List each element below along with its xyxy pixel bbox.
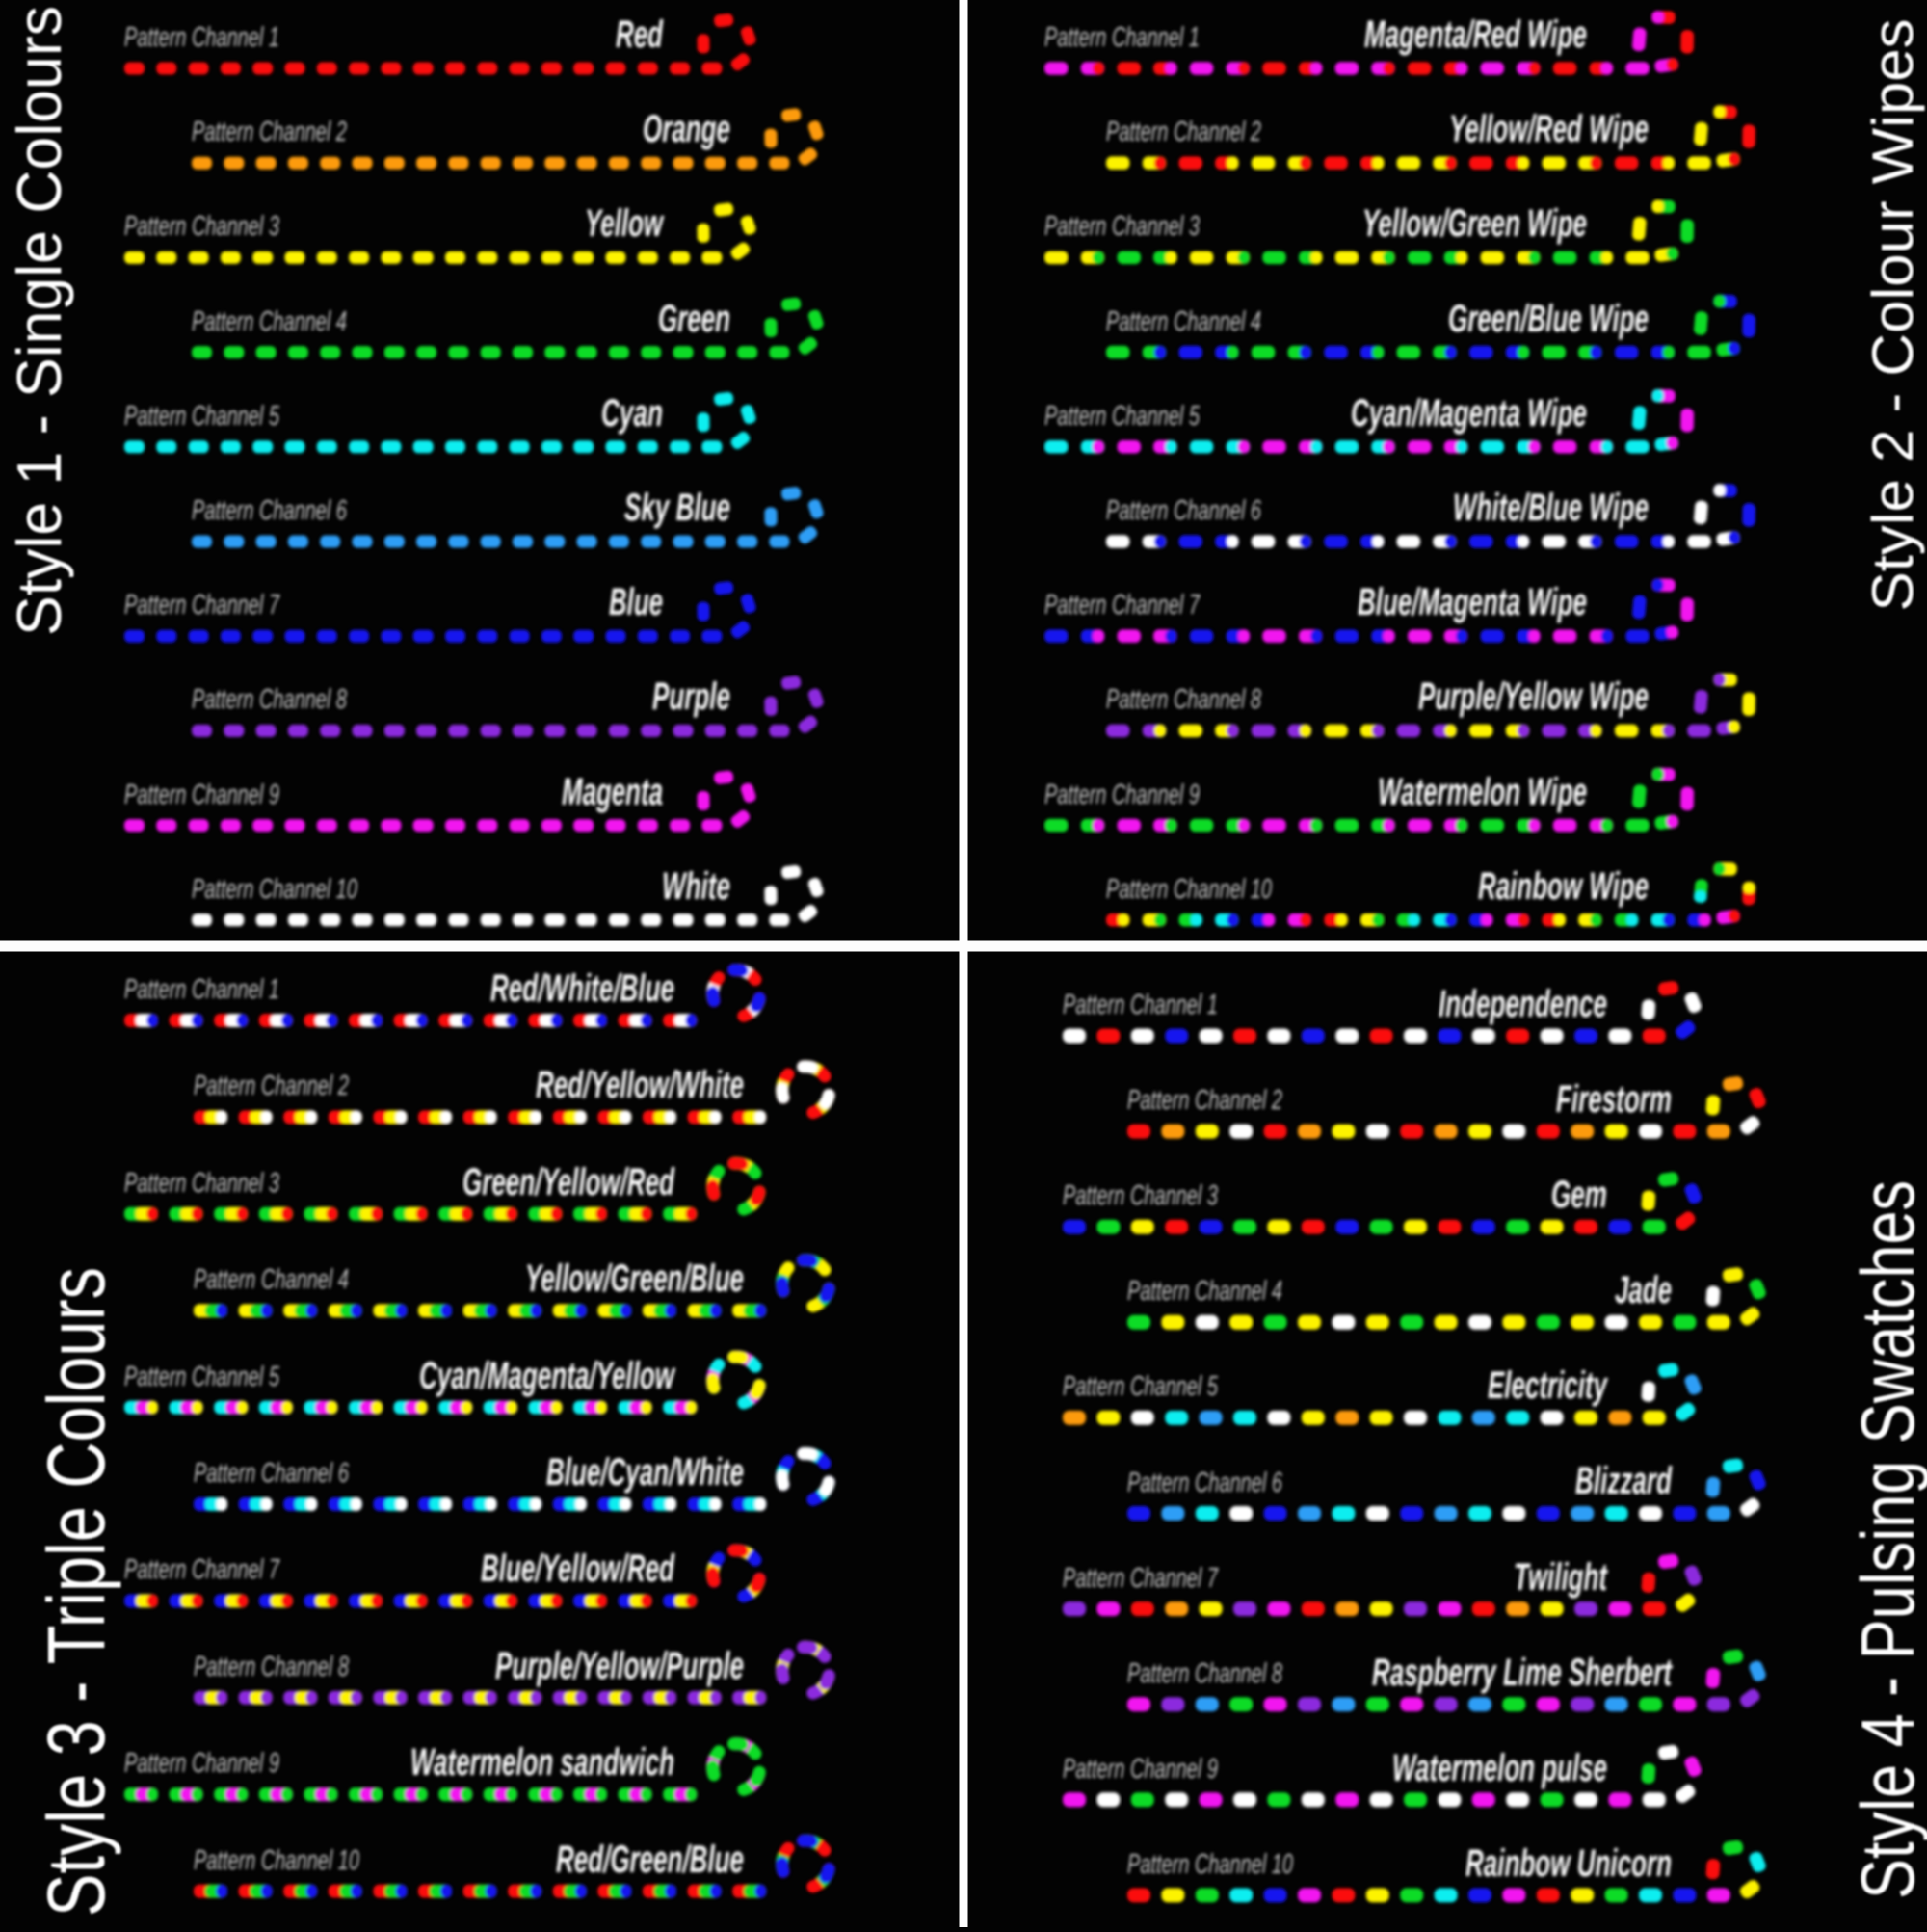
svg-text:Watermelon Wipe: Watermelon Wipe (1378, 771, 1587, 813)
svg-text:Green: Green (658, 298, 730, 340)
svg-text:Independence: Independence (1439, 983, 1607, 1025)
svg-text:Red/White/Blue: Red/White/Blue (490, 967, 674, 1010)
svg-text:Blue: Blue (609, 581, 663, 623)
svg-text:Blue/Cyan/White: Blue/Cyan/White (546, 1451, 744, 1494)
svg-text:Pattern Channel 7: Pattern Channel 7 (1063, 1563, 1219, 1594)
svg-text:Red: Red (616, 13, 664, 56)
svg-text:Red/Yellow/White: Red/Yellow/White (536, 1064, 744, 1106)
svg-text:Style 4 - Pulsing Swatches: Style 4 - Pulsing Swatches (1845, 1180, 1927, 1899)
svg-text:Twilight: Twilight (1514, 1556, 1608, 1599)
svg-text:Blizzard: Blizzard (1575, 1460, 1673, 1502)
svg-text:Pattern Channel 3: Pattern Channel 3 (1063, 1180, 1218, 1211)
svg-text:Pattern Channel 8: Pattern Channel 8 (1106, 684, 1261, 715)
svg-text:Pattern Channel 1: Pattern Channel 1 (124, 974, 279, 1005)
svg-text:Magenta: Magenta (562, 771, 663, 813)
svg-text:Pattern Channel 6: Pattern Channel 6 (1106, 495, 1262, 526)
svg-text:Pattern Channel 10: Pattern Channel 10 (1106, 874, 1272, 905)
svg-text:Pattern Channel 9: Pattern Channel 9 (124, 780, 279, 810)
svg-text:Rainbow Unicorn: Rainbow Unicorn (1465, 1842, 1672, 1885)
svg-text:Sky Blue: Sky Blue (624, 487, 730, 529)
svg-text:Yellow/Green/Blue: Yellow/Green/Blue (525, 1257, 744, 1300)
svg-text:Pattern Channel 4: Pattern Channel 4 (1127, 1276, 1282, 1307)
svg-text:Green/Blue Wipe: Green/Blue Wipe (1448, 298, 1649, 340)
svg-text:Orange: Orange (643, 108, 730, 150)
svg-text:Pattern Channel 5: Pattern Channel 5 (124, 1362, 280, 1392)
svg-text:Pattern Channel 5: Pattern Channel 5 (1044, 401, 1201, 432)
svg-text:Pattern Channel 7: Pattern Channel 7 (124, 1554, 280, 1585)
svg-text:Pattern Channel 5: Pattern Channel 5 (124, 401, 280, 432)
svg-text:Style 2 - Colour Wipes: Style 2 - Colour Wipes (1861, 19, 1925, 612)
svg-text:Electricity: Electricity (1488, 1364, 1608, 1407)
svg-text:Purple: Purple (652, 675, 730, 718)
svg-text:Style 3 - Triple Colours: Style 3 - Triple Colours (31, 1267, 121, 1917)
svg-text:Pattern Channel 8: Pattern Channel 8 (192, 684, 347, 715)
svg-text:Yellow/Green Wipe: Yellow/Green Wipe (1362, 202, 1587, 245)
svg-text:Pattern Channel 4: Pattern Channel 4 (194, 1264, 349, 1295)
svg-text:Pattern Channel 3: Pattern Channel 3 (124, 211, 279, 242)
svg-text:Pattern Channel 10: Pattern Channel 10 (192, 874, 357, 905)
svg-text:Pattern Channel 4: Pattern Channel 4 (192, 306, 347, 337)
svg-text:White: White (662, 865, 730, 908)
svg-text:Pattern Channel 10: Pattern Channel 10 (194, 1845, 359, 1876)
svg-text:Firestorm: Firestorm (1556, 1078, 1672, 1121)
svg-text:Pattern Channel 6: Pattern Channel 6 (194, 1458, 350, 1489)
svg-text:Pattern Channel 7: Pattern Channel 7 (124, 590, 280, 621)
svg-text:Watermelon sandwich: Watermelon sandwich (410, 1741, 674, 1784)
svg-text:Purple/Yellow Wipe: Purple/Yellow Wipe (1418, 675, 1649, 718)
svg-text:Pattern Channel 2: Pattern Channel 2 (1127, 1085, 1282, 1116)
svg-text:Pattern Channel 2: Pattern Channel 2 (1106, 117, 1261, 147)
svg-text:Pattern Channel 3: Pattern Channel 3 (1044, 211, 1200, 242)
svg-text:Pattern Channel 3: Pattern Channel 3 (124, 1168, 279, 1199)
svg-text:Cyan: Cyan (601, 392, 663, 435)
svg-text:Yellow/Red Wipe: Yellow/Red Wipe (1449, 108, 1649, 150)
svg-text:Raspberry Lime Sherbert: Raspberry Lime Sherbert (1372, 1652, 1673, 1694)
svg-text:Rainbow Wipe: Rainbow Wipe (1478, 865, 1649, 908)
svg-text:White/Blue Wipe: White/Blue Wipe (1453, 487, 1649, 529)
svg-text:Blue/Yellow/Red: Blue/Yellow/Red (481, 1548, 675, 1590)
svg-text:Gem: Gem (1551, 1174, 1607, 1216)
svg-text:Pattern Channel 9: Pattern Channel 9 (1063, 1754, 1218, 1785)
svg-text:Pattern Channel 8: Pattern Channel 8 (1127, 1658, 1282, 1689)
svg-text:Pattern Channel 1: Pattern Channel 1 (1063, 990, 1218, 1020)
svg-text:Pattern Channel 1: Pattern Channel 1 (124, 22, 279, 53)
svg-text:Magenta/Red Wipe: Magenta/Red Wipe (1364, 13, 1587, 56)
svg-text:Pattern Channel 2: Pattern Channel 2 (194, 1071, 349, 1101)
svg-text:Jade: Jade (1615, 1269, 1672, 1311)
svg-text:Cyan/Magenta Wipe: Cyan/Magenta Wipe (1351, 392, 1587, 435)
svg-text:Yellow: Yellow (585, 202, 665, 245)
svg-text:Blue/Magenta Wipe: Blue/Magenta Wipe (1358, 581, 1587, 623)
svg-text:Purple/Yellow/Purple: Purple/Yellow/Purple (495, 1645, 744, 1687)
svg-text:Pattern Channel 2: Pattern Channel 2 (192, 117, 347, 147)
svg-text:Pattern Channel 9: Pattern Channel 9 (124, 1748, 279, 1779)
svg-text:Green/Yellow/Red: Green/Yellow/Red (462, 1161, 675, 1204)
svg-text:Pattern Channel 6: Pattern Channel 6 (1127, 1468, 1283, 1498)
svg-text:Pattern Channel 1: Pattern Channel 1 (1044, 22, 1200, 53)
svg-text:Watermelon pulse: Watermelon pulse (1392, 1747, 1607, 1789)
svg-text:Red/Green/Blue: Red/Green/Blue (556, 1839, 744, 1881)
svg-text:Pattern Channel 5: Pattern Channel 5 (1063, 1371, 1219, 1402)
svg-text:Pattern Channel 8: Pattern Channel 8 (194, 1652, 349, 1682)
svg-text:Style 1 - Single Colours: Style 1 - Single Colours (4, 6, 74, 636)
svg-text:Pattern Channel 6: Pattern Channel 6 (192, 495, 348, 526)
svg-text:Cyan/Magenta/Yellow: Cyan/Magenta/Yellow (419, 1355, 676, 1397)
svg-text:Pattern Channel 4: Pattern Channel 4 (1106, 306, 1261, 337)
svg-text:Pattern Channel 9: Pattern Channel 9 (1044, 780, 1200, 810)
svg-text:Pattern Channel 7: Pattern Channel 7 (1044, 590, 1201, 621)
svg-text:Pattern Channel 10: Pattern Channel 10 (1127, 1849, 1293, 1880)
